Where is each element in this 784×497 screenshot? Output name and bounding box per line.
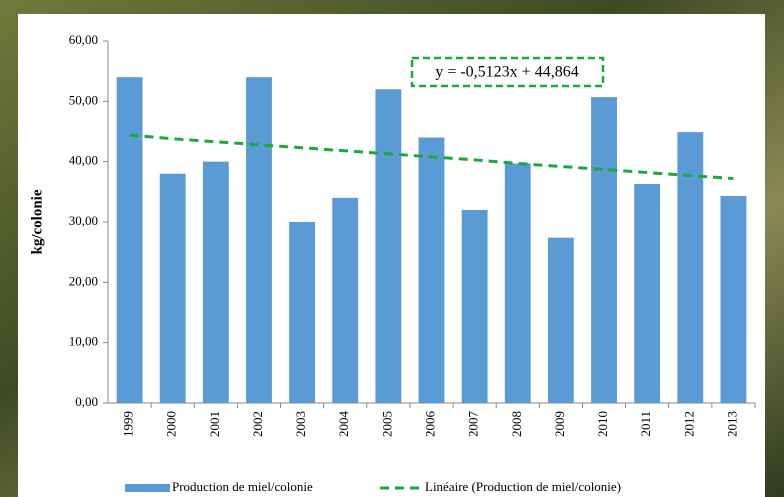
y-tick-label: 0,00 [75, 394, 98, 409]
bar [246, 77, 272, 403]
bar [634, 183, 661, 403]
bar [591, 97, 617, 404]
bar [677, 132, 704, 403]
y-tick-label: 10,00 [69, 334, 98, 349]
bar [504, 163, 531, 403]
bar [418, 137, 445, 404]
bar [332, 197, 359, 403]
x-tick-label: 1999 [121, 411, 136, 437]
x-tick-label: 2001 [207, 411, 222, 437]
x-tick-label: 2013 [724, 411, 739, 437]
y-tick-label: 50,00 [69, 92, 98, 107]
y-tick-label: 20,00 [69, 273, 98, 288]
x-tick-label: 2005 [379, 411, 394, 437]
x-tick-label: 2007 [466, 411, 481, 438]
legend-swatch [125, 484, 170, 492]
x-tick-label: 2009 [552, 411, 567, 437]
x-tick-label: 2004 [336, 411, 351, 438]
x-tick-label: 2006 [422, 411, 437, 438]
y-tick-label: 60,00 [69, 32, 98, 47]
x-tick-label: 2008 [509, 411, 524, 437]
bar [461, 209, 488, 403]
bar [202, 161, 229, 403]
bar [116, 77, 143, 403]
annotation: y = -0,5123x + 44,864 [435, 64, 578, 81]
x-tick-label: 2002 [250, 411, 265, 437]
x-tick-label: 2003 [293, 411, 308, 437]
y-axis-label: kg/colonie [29, 189, 45, 254]
x-tick-label: 2010 [595, 411, 610, 437]
bar [720, 196, 747, 403]
y-tick-label: 30,00 [69, 213, 98, 228]
y-tick-label: 40,00 [69, 153, 98, 168]
annotation-box [410, 56, 605, 88]
legend-label: Production de miel/colonie [172, 479, 313, 494]
trend-line [129, 133, 734, 181]
bar [547, 237, 574, 403]
legend-label: Linéaire (Production de miel/colonie) [425, 479, 621, 494]
x-tick-label: 2000 [164, 411, 179, 437]
bar [289, 222, 316, 403]
bar [375, 89, 402, 404]
x-tick-label: 2012 [681, 411, 696, 437]
x-tick-label: 2011 [638, 411, 653, 437]
bar [159, 173, 186, 403]
